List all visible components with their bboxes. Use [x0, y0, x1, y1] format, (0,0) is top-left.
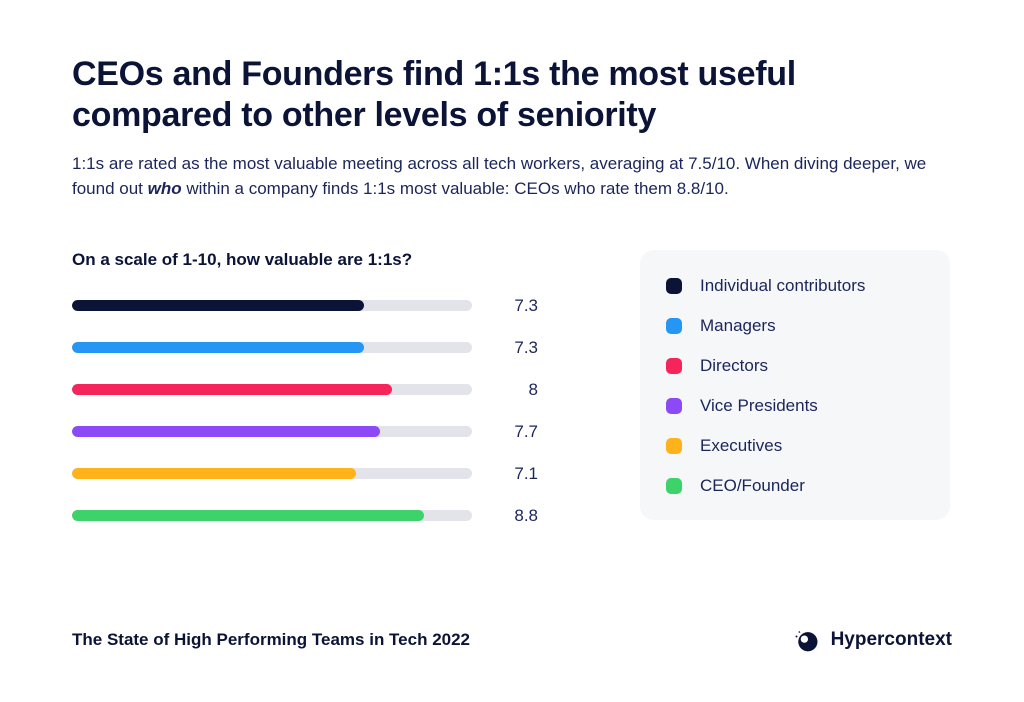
legend-label: Individual contributors [700, 276, 865, 296]
bar-fill [72, 384, 392, 395]
bar-fill [72, 468, 356, 479]
brand: Hypercontext [793, 626, 952, 654]
legend-swatch [666, 318, 682, 334]
bar-row: 7.7 [72, 422, 592, 442]
legend-label: Managers [700, 316, 776, 336]
chart-title: On a scale of 1-10, how valuable are 1:1… [72, 250, 592, 270]
legend: Individual contributors Managers Directo… [640, 250, 950, 520]
subtitle-post: within a company finds 1:1s most valuabl… [182, 179, 729, 198]
legend-label: Vice Presidents [700, 396, 818, 416]
legend-item: Directors [666, 356, 922, 376]
legend-swatch [666, 438, 682, 454]
bar-value: 7.1 [472, 464, 542, 484]
footer-text: The State of High Performing Teams in Te… [72, 630, 470, 650]
legend-swatch [666, 398, 682, 414]
bar-value: 7.3 [472, 296, 542, 316]
bar-track [72, 510, 472, 521]
bar-value: 7.3 [472, 338, 542, 358]
bar-track [72, 468, 472, 479]
bar-row: 7.3 [72, 338, 592, 358]
bar-row: 7.1 [72, 464, 592, 484]
legend-label: Executives [700, 436, 782, 456]
bar-row: 7.3 [72, 296, 592, 316]
legend-item: CEO/Founder [666, 476, 922, 496]
page-title: CEOs and Founders find 1:1s the most use… [72, 54, 952, 137]
bar-chart: On a scale of 1-10, how valuable are 1:1… [72, 250, 592, 548]
legend-label: CEO/Founder [700, 476, 805, 496]
bar-value: 8.8 [472, 506, 542, 526]
bar-track [72, 384, 472, 395]
bar-row: 8 [72, 380, 592, 400]
bar-value: 8 [472, 380, 542, 400]
bar-value: 7.7 [472, 422, 542, 442]
legend-label: Directors [700, 356, 768, 376]
legend-item: Vice Presidents [666, 396, 922, 416]
brand-logo-icon [793, 626, 821, 654]
bar-track [72, 342, 472, 353]
bar-fill [72, 342, 364, 353]
legend-swatch [666, 358, 682, 374]
bar-track [72, 300, 472, 311]
bar-track [72, 426, 472, 437]
legend-swatch [666, 278, 682, 294]
content-row: On a scale of 1-10, how valuable are 1:1… [72, 250, 952, 548]
bar-row: 8.8 [72, 506, 592, 526]
subtitle-emphasis: who [148, 179, 182, 198]
bar-fill [72, 426, 380, 437]
brand-name: Hypercontext [831, 629, 952, 651]
footer: The State of High Performing Teams in Te… [72, 626, 952, 654]
subtitle: 1:1s are rated as the most valuable meet… [72, 151, 932, 202]
legend-swatch [666, 478, 682, 494]
legend-item: Executives [666, 436, 922, 456]
legend-item: Individual contributors [666, 276, 922, 296]
legend-item: Managers [666, 316, 922, 336]
bar-fill [72, 300, 364, 311]
bar-fill [72, 510, 424, 521]
